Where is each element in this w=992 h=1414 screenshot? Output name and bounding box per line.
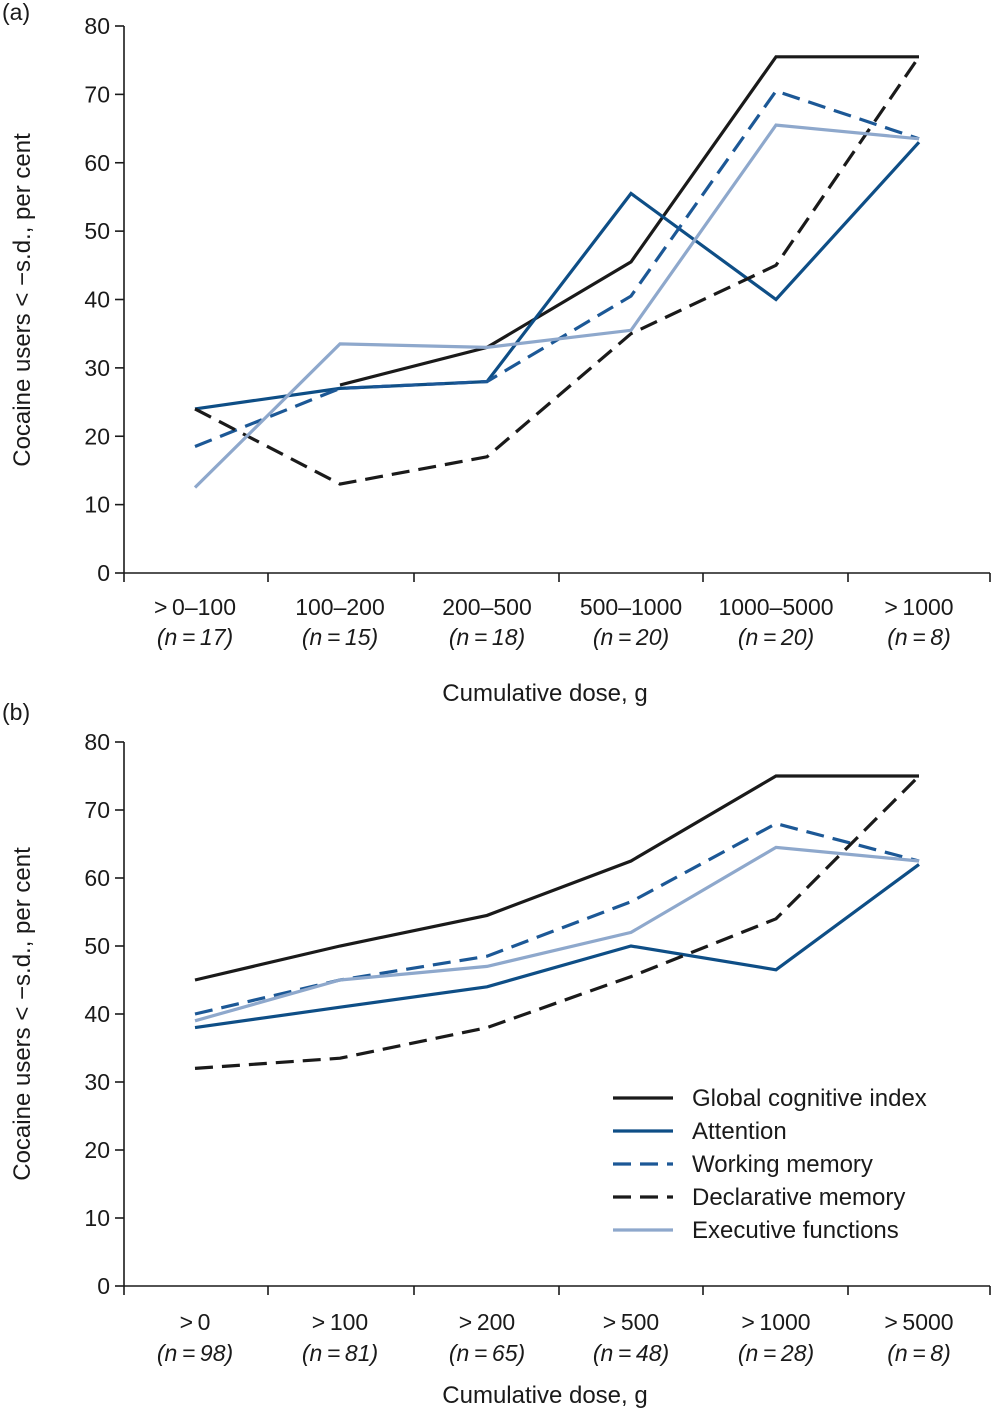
legend-label: Attention xyxy=(692,1118,787,1145)
legend-item-executive: Executive functions xyxy=(613,1217,899,1244)
series-line-declarative xyxy=(194,55,921,486)
x-category-label: > 200 xyxy=(459,1309,515,1335)
y-tick-label: 70 xyxy=(84,797,110,823)
x-category-label: > 500 xyxy=(603,1309,659,1335)
x-category-label: 1000–5000 xyxy=(718,594,833,620)
x-category-n: (n = 28) xyxy=(738,1340,814,1366)
y-tick-label: 0 xyxy=(97,1273,110,1299)
series-line-attention xyxy=(194,863,920,1030)
y-axis-title: Cocaine users < −s.d., per cent xyxy=(9,847,36,1181)
y-tick-label: 80 xyxy=(84,729,110,755)
x-category-label: > 5000 xyxy=(884,1309,953,1335)
x-category-n: (n = 20) xyxy=(593,624,669,650)
x-category-n: (n = 17) xyxy=(157,624,233,650)
y-tick-label: 50 xyxy=(84,933,110,959)
panel-label: (a) xyxy=(2,0,30,25)
x-category-label: > 0–100 xyxy=(154,594,236,620)
x-category-label: 200–500 xyxy=(442,594,532,620)
series-line-global xyxy=(194,774,919,982)
x-category-n: (n = 18) xyxy=(449,624,525,650)
y-tick-label: 10 xyxy=(84,1205,110,1231)
x-category-n: (n = 20) xyxy=(738,624,814,650)
y-tick-label: 20 xyxy=(84,423,110,449)
y-tick-label: 30 xyxy=(84,1069,110,1095)
legend-label: Declarative memory xyxy=(692,1184,905,1211)
x-category-label: 100–200 xyxy=(295,594,385,620)
legend-label: Working memory xyxy=(692,1151,873,1178)
x-axis-title: Cumulative dose, g xyxy=(442,680,647,707)
y-tick-label: 20 xyxy=(84,1137,110,1163)
legend-label: Global cognitive index xyxy=(692,1085,927,1112)
x-category-n: (n = 81) xyxy=(302,1340,378,1366)
legend-item-working: Working memory xyxy=(613,1151,873,1178)
y-tick-label: 60 xyxy=(84,150,110,176)
x-category-n: (n = 8) xyxy=(887,1340,951,1366)
series-line-executive xyxy=(193,123,920,489)
y-tick-label: 80 xyxy=(84,13,110,39)
x-category-label: > 100 xyxy=(312,1309,368,1335)
x-category-n: (n = 65) xyxy=(449,1340,525,1366)
legend-item-attention: Attention xyxy=(613,1118,787,1145)
legend-item-global: Global cognitive index xyxy=(613,1085,927,1112)
y-tick-label: 40 xyxy=(84,287,110,313)
legend-label: Executive functions xyxy=(692,1217,899,1244)
x-category-n: (n = 15) xyxy=(302,624,378,650)
panel-label: (b) xyxy=(2,699,30,725)
series-line-declarative xyxy=(194,774,921,1070)
y-tick-label: 70 xyxy=(84,81,110,107)
legend: Global cognitive index Attention Working m… xyxy=(613,1085,927,1244)
x-category-label: > 0 xyxy=(180,1309,211,1335)
x-category-label: > 1000 xyxy=(884,594,953,620)
series-line-global xyxy=(339,55,919,387)
x-category-label: > 1000 xyxy=(741,1309,810,1335)
y-tick-label: 30 xyxy=(84,355,110,381)
x-category-n: (n = 98) xyxy=(157,1340,233,1366)
y-tick-label: 0 xyxy=(97,560,110,586)
chart-panel-a: (a) 0 10 20 30 40 50 60 70 80 > 0–100 (n = 17) 100–2… xyxy=(2,0,991,707)
y-tick-label: 10 xyxy=(84,492,110,518)
chart-panel-b: (b) 0 10 20 30 40 50 60 70 80 > 0 (n = 98) > 100 (n =… xyxy=(2,699,991,1409)
x-category-label: 500–1000 xyxy=(580,594,682,620)
y-tick-label: 60 xyxy=(84,865,110,891)
legend-item-declarative: Declarative memory xyxy=(613,1184,905,1211)
y-axis-title: Cocaine users < −s.d., per cent xyxy=(9,133,36,467)
x-category-n: (n = 48) xyxy=(593,1340,669,1366)
y-tick-label: 40 xyxy=(84,1001,110,1027)
y-tick-label: 50 xyxy=(84,218,110,244)
x-axis-title: Cumulative dose, g xyxy=(442,1382,647,1409)
series-line-executive xyxy=(194,845,920,1023)
series-line-attention xyxy=(194,141,921,411)
x-category-n: (n = 8) xyxy=(887,624,951,650)
